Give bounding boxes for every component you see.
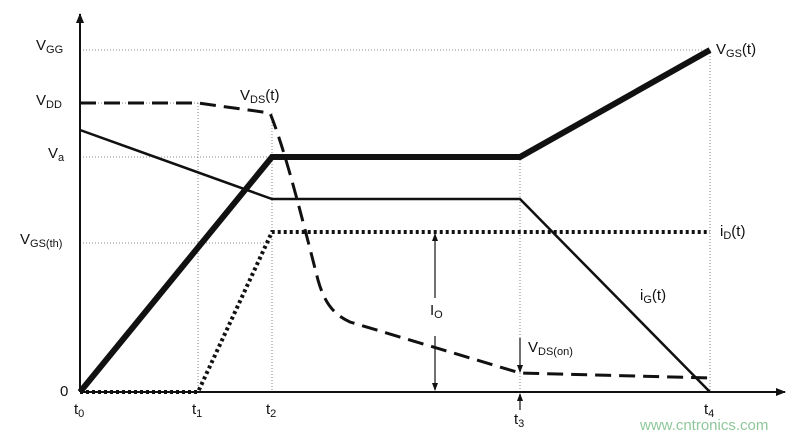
label-main: t <box>74 401 79 418</box>
label-sub: G <box>643 294 652 306</box>
label-main: V <box>20 231 30 248</box>
label-tail: (t) <box>652 287 666 304</box>
label-sub: 3 <box>518 418 524 430</box>
vgs-curve <box>77 47 712 394</box>
watermark: www.cntronics.com <box>639 417 768 434</box>
label-sub: GS <box>726 48 742 60</box>
label-main: V <box>36 92 46 109</box>
label-main: V <box>240 87 250 104</box>
x-label: t3 <box>514 411 524 430</box>
ig-curve <box>79 128 711 393</box>
label-main: t <box>266 401 271 418</box>
curve-label: VDS(t) <box>240 87 279 106</box>
label-sub: DS <box>250 94 265 106</box>
label-sub: GG <box>46 44 63 56</box>
label-sub: DS(on) <box>538 346 573 358</box>
y-label: VGG <box>36 37 63 56</box>
label-main: i <box>720 223 723 240</box>
y-label: VDD <box>36 92 62 111</box>
label-tail: (t) <box>265 87 279 104</box>
x-label: t1 <box>192 401 202 420</box>
curve-label: iG(t) <box>640 287 666 306</box>
y-label: 0 <box>60 383 68 400</box>
label-main: V <box>716 41 726 58</box>
label-sub: O <box>434 309 443 321</box>
annotation: IO <box>430 302 443 321</box>
label-sub: 2 <box>270 408 276 420</box>
label-main: t <box>192 401 197 418</box>
label-sub: a <box>58 152 65 164</box>
label-sub: 0 <box>78 408 84 420</box>
x-label: t4 <box>704 401 714 420</box>
label-sub: D <box>723 230 731 242</box>
id-curve <box>80 230 710 394</box>
y-label: Va <box>48 145 65 164</box>
label-main: V <box>36 37 46 54</box>
label-tail: (t) <box>731 223 745 240</box>
label-main: i <box>640 287 643 304</box>
curve-label: VGS(t) <box>716 41 756 60</box>
label-main: V <box>528 339 538 356</box>
x-label: t0 <box>74 401 84 420</box>
y-label: VGS(th) <box>20 231 62 250</box>
label-sub: 4 <box>708 408 714 420</box>
label-main: t <box>514 411 519 428</box>
label-sub: 1 <box>196 408 202 420</box>
curve-label: iD(t) <box>720 223 745 242</box>
label-sub: DD <box>46 99 62 111</box>
label-tail: (t) <box>742 41 756 58</box>
vds-curve <box>80 101 711 380</box>
label-main: V <box>48 145 58 162</box>
label-main: t <box>704 401 709 418</box>
label-main: I <box>430 302 434 319</box>
x-label: t2 <box>266 401 276 420</box>
label-sub: GS(th) <box>30 238 62 250</box>
annotation: VDS(on) <box>528 339 573 358</box>
